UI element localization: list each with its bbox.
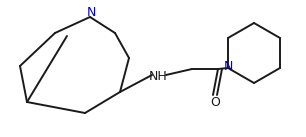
Text: N: N (86, 6, 96, 19)
Text: NH: NH (149, 71, 167, 83)
Text: O: O (210, 95, 220, 109)
Text: N: N (223, 61, 233, 73)
